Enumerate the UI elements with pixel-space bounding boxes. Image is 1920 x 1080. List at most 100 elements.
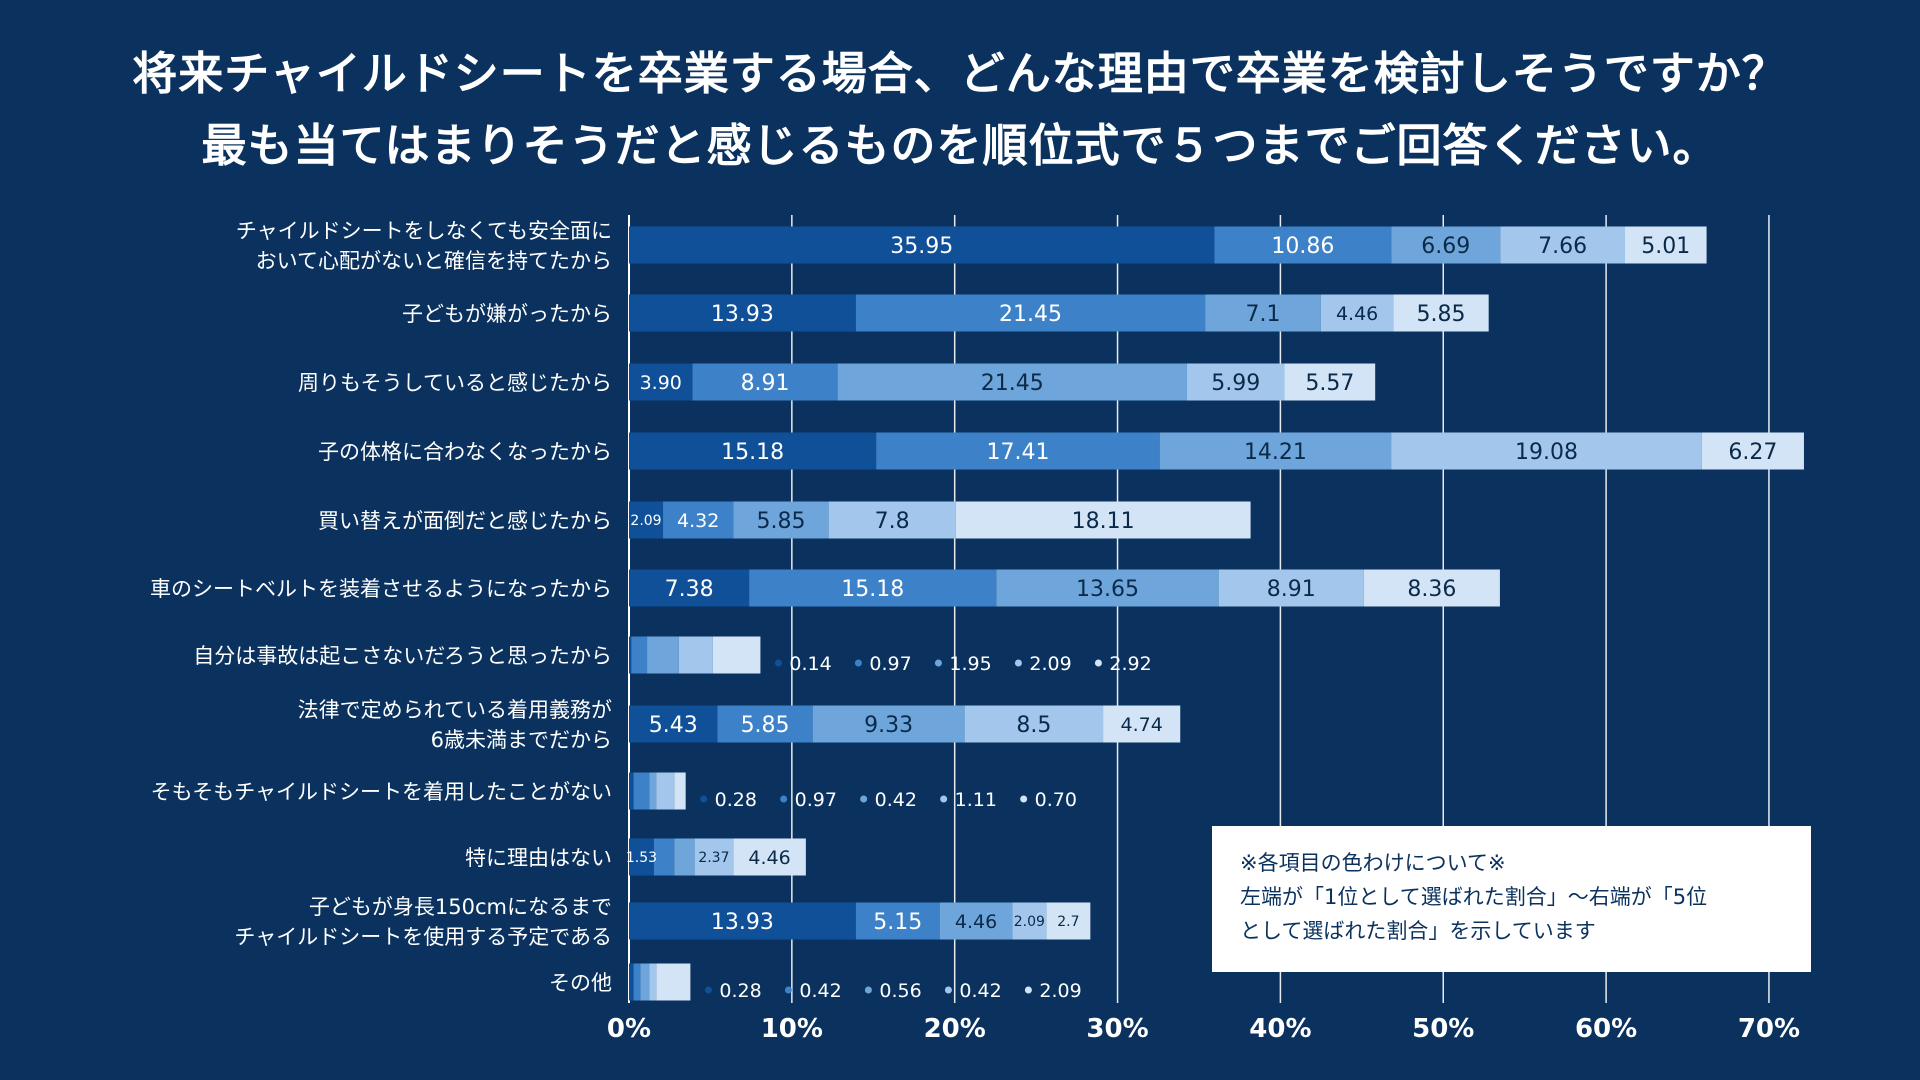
title-line-2: 最も当てはまりそうだと感じるものを順位式で５つまでご回答ください。	[201, 119, 1719, 172]
value-label: 1.11	[955, 789, 997, 811]
bar-segment	[828, 501, 956, 539]
category-label: 子どもが身長150cmになるまで	[309, 895, 612, 919]
value-bullet	[774, 659, 782, 667]
value-label: 1.53	[626, 850, 657, 866]
value-label: 4.46	[748, 847, 790, 869]
value-label: 5.99	[1211, 371, 1260, 396]
value-label: 21.45	[981, 371, 1044, 396]
bar-segment	[1012, 902, 1047, 940]
bar-segment	[955, 501, 1251, 539]
bar-segment	[649, 772, 657, 810]
value-label: 2.09	[630, 513, 661, 529]
value-label: 4.46	[955, 911, 997, 933]
value-label: 8.91	[1267, 577, 1316, 602]
value-label: 5.85	[1417, 302, 1466, 327]
bar-segment	[674, 838, 695, 876]
value-label: 9.33	[864, 713, 913, 738]
bar-segment	[876, 432, 1160, 470]
bar-segment	[1159, 432, 1392, 470]
category-label: 周りもそうしていると感じたから	[298, 371, 612, 395]
category-label: そもそもチャイルドシートを着用したことがない	[151, 780, 612, 804]
bar-segment	[631, 636, 648, 674]
value-label: 13.93	[711, 302, 774, 327]
value-label: 0.56	[879, 980, 921, 1002]
bar-segment	[1500, 226, 1625, 264]
value-label: 0.42	[875, 789, 917, 811]
value-label: 18.11	[1072, 509, 1135, 534]
value-label: 15.18	[841, 577, 904, 602]
value-label: 5.01	[1641, 234, 1690, 259]
note-line-2: 左端が「1位として選ばれた割合」〜右端が「5位	[1240, 885, 1708, 909]
value-label: 2.09	[1029, 653, 1071, 675]
bar-segment	[633, 772, 650, 810]
bar-segment	[1284, 363, 1376, 401]
bar-segment	[1320, 294, 1394, 332]
x-tick-label: 40%	[1249, 1014, 1311, 1044]
value-label: 2.09	[1039, 980, 1081, 1002]
bar-segment	[656, 772, 675, 810]
bar-segment	[694, 838, 734, 876]
value-bullet	[1024, 986, 1032, 994]
bar-segment	[733, 501, 829, 539]
value-label: 6.69	[1421, 234, 1470, 259]
category-label: 6歳未満までだから	[431, 728, 612, 752]
bar-segment	[1363, 569, 1500, 607]
value-label: 0.42	[799, 980, 841, 1002]
bar-segment	[678, 636, 713, 674]
value-label: 7.1	[1245, 302, 1280, 327]
value-label: 6.27	[1728, 440, 1777, 465]
bar-segment	[939, 902, 1013, 940]
value-label: 0.97	[869, 653, 911, 675]
value-label: 0.28	[719, 980, 761, 1002]
bar-segment	[629, 501, 664, 539]
value-bullet	[860, 795, 868, 803]
value-label: 1.95	[949, 653, 991, 675]
value-label: 8.5	[1016, 713, 1051, 738]
bar-segment	[1218, 569, 1364, 607]
title-line-1: 将来チャイルドシートを卒業する場合、どんな理由で卒業を検討しそうですか？	[132, 47, 1788, 100]
value-bullet	[1020, 795, 1028, 803]
bar-segment	[996, 569, 1219, 607]
value-label: 5.57	[1305, 371, 1354, 396]
value-label: 8.91	[741, 371, 790, 396]
category-label: チャイルドシートをしなくても安全面に	[236, 219, 612, 243]
value-label: 10.86	[1271, 234, 1334, 259]
bar-segment	[629, 705, 718, 743]
bar-segment	[855, 902, 940, 940]
value-label: 13.93	[711, 910, 774, 935]
value-label: 4.46	[1336, 303, 1378, 325]
bar-segment	[629, 226, 1215, 264]
bar-segment	[692, 363, 838, 401]
value-bullet	[940, 795, 948, 803]
bar-segment	[629, 569, 750, 607]
note-line-1: ※各項目の色わけについて※	[1240, 851, 1506, 875]
value-bullet	[784, 986, 792, 994]
bar-segment	[629, 772, 634, 810]
value-label: 0.14	[789, 653, 831, 675]
bar-segment	[1214, 226, 1392, 264]
bar-segment	[629, 363, 693, 401]
value-label: 14.21	[1244, 440, 1307, 465]
value-bullet	[1094, 659, 1102, 667]
x-tick-label: 0%	[607, 1014, 651, 1044]
bar-segment	[1393, 294, 1489, 332]
value-label: 0.28	[715, 789, 757, 811]
value-label: 0.97	[795, 789, 837, 811]
bar-segment	[964, 705, 1104, 743]
value-label: 35.95	[890, 234, 953, 259]
bar-segment	[656, 963, 691, 1001]
value-bullet	[704, 986, 712, 994]
chart-title: 将来チャイルドシートを卒業する場合、どんな理由で卒業を検討しそうですか？ 最も当…	[0, 38, 1920, 182]
value-label: 4.32	[677, 510, 719, 532]
value-label: 13.65	[1076, 577, 1139, 602]
bar-segment	[812, 705, 965, 743]
x-tick-label: 70%	[1738, 1014, 1800, 1044]
bar-segment	[629, 294, 856, 332]
x-tick-label: 30%	[1086, 1014, 1148, 1044]
category-label: その他	[549, 971, 612, 995]
bar-segment	[649, 963, 657, 1001]
bar-segment	[717, 705, 813, 743]
value-label: 8.36	[1407, 577, 1456, 602]
bar-segment	[629, 636, 632, 674]
